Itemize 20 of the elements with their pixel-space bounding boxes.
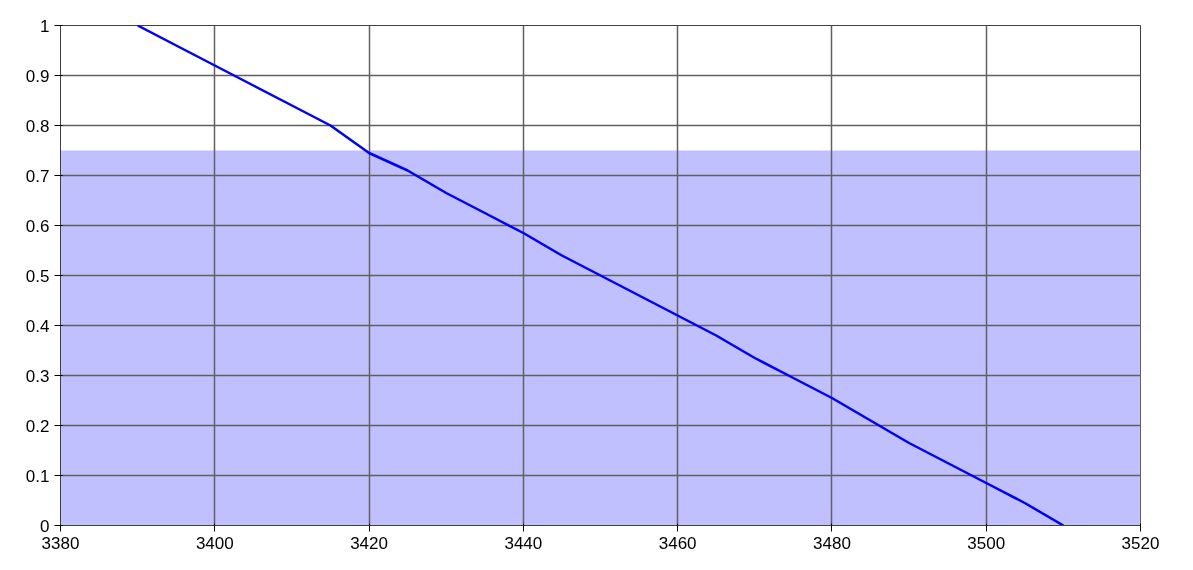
x-tick-label: 3460 xyxy=(658,533,697,553)
y-tick-label: 0.4 xyxy=(25,316,50,336)
x-tick-label: 3500 xyxy=(967,533,1006,553)
y-tick-label: 0.9 xyxy=(25,66,50,86)
x-tick-label: 3520 xyxy=(1121,533,1160,553)
x-tick-label: 3480 xyxy=(813,533,851,553)
y-tick-label: 1 xyxy=(40,16,50,36)
x-tick-label: 3400 xyxy=(195,533,234,553)
y-tick-label: 0.2 xyxy=(25,416,50,436)
y-tick-label: 0.1 xyxy=(25,466,50,486)
y-tick-label: 0.3 xyxy=(25,366,50,386)
y-tick-label: 0.7 xyxy=(25,166,50,186)
y-tick-label: 0.8 xyxy=(25,116,50,136)
line-series xyxy=(136,25,1065,526)
y-tick-label: 0.5 xyxy=(25,266,50,286)
y-tick-label: 0.6 xyxy=(25,216,50,236)
y-tick-label: 0 xyxy=(40,516,50,536)
x-tick-label: 3440 xyxy=(504,533,543,553)
x-tick-label: 3380 xyxy=(41,533,80,553)
x-tick-label: 3420 xyxy=(350,533,388,553)
